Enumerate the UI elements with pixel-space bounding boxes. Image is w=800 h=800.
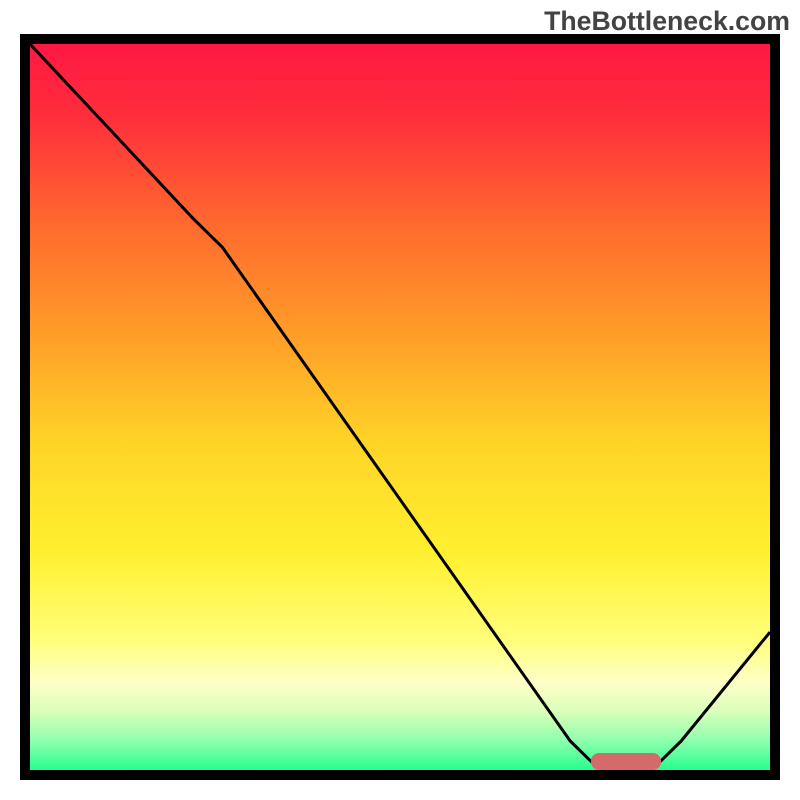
performance-curve-layer <box>30 44 770 770</box>
optimal-range-marker <box>591 753 661 770</box>
performance-curve <box>30 44 770 763</box>
plot-area <box>30 44 770 770</box>
watermark-text: TheBottleneck.com <box>544 6 790 37</box>
chart-container: { "canvas": { "width": 800, "height": 80… <box>0 0 800 800</box>
